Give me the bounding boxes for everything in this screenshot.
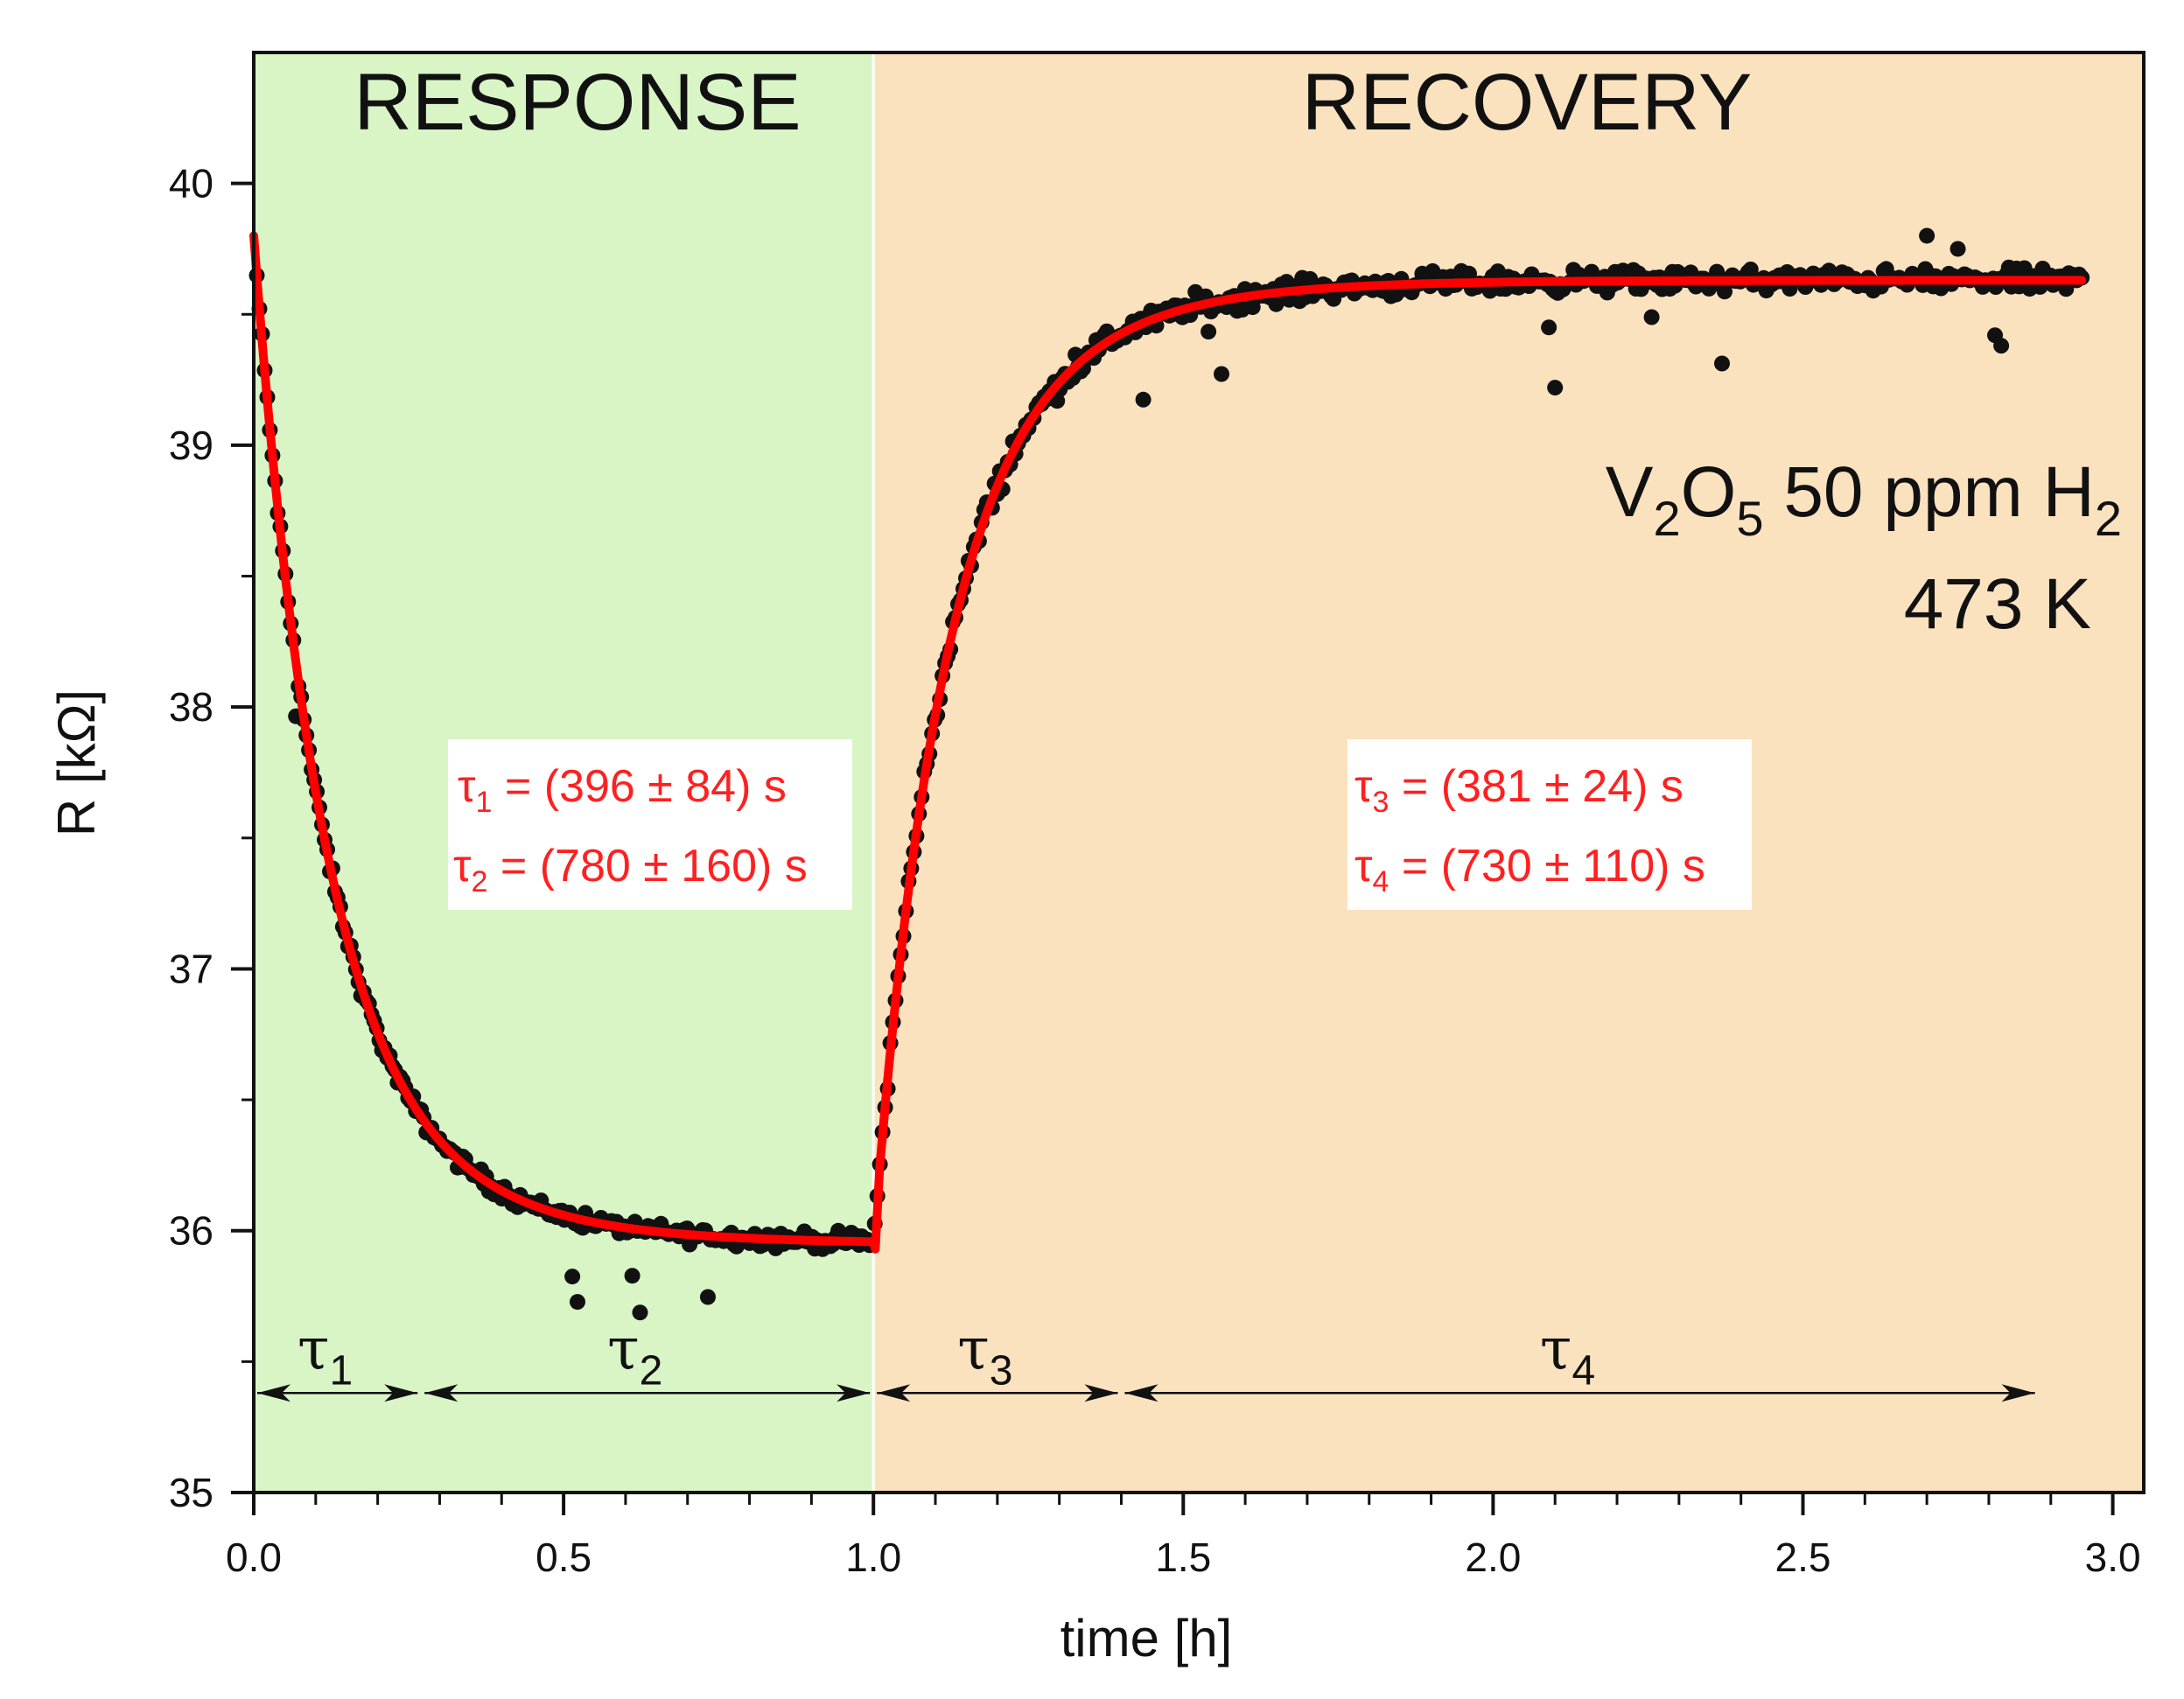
arrow-head-left: [257, 1384, 290, 1402]
region-label-recovery: RECOVERY: [1302, 58, 1753, 147]
arrow-head-right: [384, 1384, 418, 1402]
plot-frame: [252, 51, 2146, 1494]
y-tick-label: 37: [169, 946, 214, 991]
y-tick-label: 39: [169, 423, 214, 468]
tau4-fit-result: τ4 = (730 ± 110) s: [1354, 841, 1705, 898]
arrow-head-left: [1124, 1384, 1158, 1402]
data-point: [1950, 241, 1966, 257]
x-tick-label: 0.5: [536, 1535, 592, 1580]
fit-curve: [249, 231, 2087, 1254]
data-point: [1714, 355, 1730, 372]
sample-annotation-line1: V2O5 50 ppm H2: [1606, 452, 2122, 546]
data-point: [1461, 265, 1477, 282]
data-point: [1643, 309, 1660, 325]
data-point: [570, 1294, 585, 1311]
interval-label-tau3: τ3: [957, 1315, 1012, 1394]
tau3-fit-result: τ3 = (381 ± 24) s: [1354, 761, 1684, 819]
interval-arrows: τ1 τ2 τ3 τ4: [257, 1315, 2035, 1402]
arrow-head-left: [424, 1384, 458, 1402]
tau1-fit-result: τ1 = (396 ± 84) s: [458, 761, 787, 819]
arrow-head-right: [2001, 1384, 2035, 1402]
arrow-head-right: [836, 1384, 871, 1402]
x-tick-label: 1.0: [845, 1535, 901, 1580]
interval-label-tau4: τ4: [1540, 1315, 1595, 1394]
x-tick-label: 2.5: [1775, 1535, 1831, 1580]
data-point: [700, 1289, 716, 1305]
tau2-fit-result: τ2 = (780 ± 160) s: [453, 841, 808, 898]
x-tick-label: 3.0: [2085, 1535, 2141, 1580]
y-tick-label: 40: [169, 161, 214, 206]
x-axis-title: time [h]: [1060, 1609, 1233, 1668]
y-tick-label: 36: [169, 1208, 214, 1254]
data-point: [1214, 366, 1229, 382]
data-point: [1987, 327, 2004, 344]
y-tick-label: 38: [169, 684, 214, 730]
response-fit-box: [448, 739, 852, 910]
data-point: [632, 1304, 648, 1321]
interval-label-tau2: τ2: [607, 1315, 662, 1394]
data-point: [1135, 391, 1152, 408]
data-point: [564, 1269, 581, 1285]
axes: 0.0 0.5 1.0 1.5 2.0 2.5 3.0 35 36 37 38 39 40: [169, 51, 2146, 1580]
data-point: [1919, 227, 1936, 244]
arrow-head-right: [1084, 1384, 1118, 1402]
sample-annotation-line2: 473 K: [1904, 564, 2091, 644]
y-tick-label: 35: [169, 1470, 214, 1515]
region-label-response: RESPONSE: [354, 58, 801, 147]
data-point: [1200, 324, 1217, 340]
x-tick-label: 1.5: [1155, 1535, 1211, 1580]
y-axis-title: R [kΩ]: [47, 689, 106, 836]
x-tick-label: 2.0: [1465, 1535, 1521, 1580]
x-tick-label: 0.0: [226, 1535, 282, 1580]
data-point: [2058, 281, 2075, 297]
interval-label-tau1: τ1: [298, 1315, 353, 1394]
recovery-fit-box: [1348, 739, 1752, 910]
data-point: [1547, 380, 1564, 396]
data-point: [1541, 319, 1558, 336]
data-point: [1268, 296, 1284, 312]
data-point: [624, 1268, 640, 1284]
arrow-head-left: [877, 1384, 911, 1402]
